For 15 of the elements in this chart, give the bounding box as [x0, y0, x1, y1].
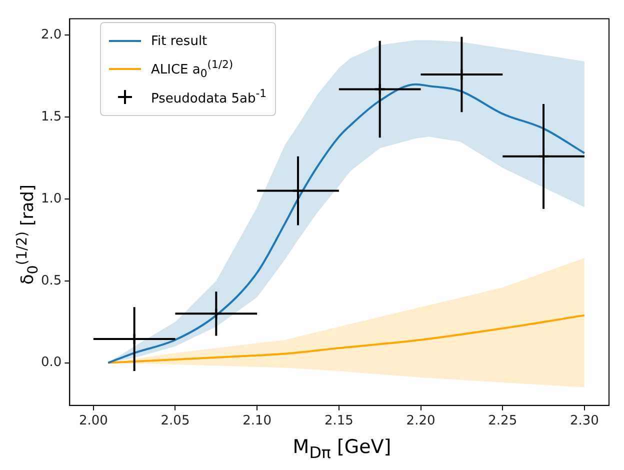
x-tick-label: 2.20 — [406, 414, 436, 429]
x-tick-label: 2.00 — [78, 414, 108, 429]
y-tick-label: 0.0 — [40, 355, 62, 370]
legend-label: Fit result — [151, 34, 208, 48]
legend-label: Pseudodata 5ab$^{-1}$ — [151, 87, 267, 107]
y-tick-label: 2.0 — [40, 28, 62, 43]
x-tick-label: 2.30 — [570, 414, 599, 429]
y-tick-label: 1.0 — [40, 191, 62, 206]
x-tick-label: 2.05 — [160, 414, 190, 429]
x-tick-label: 2.10 — [242, 414, 272, 429]
x-tick-label: 2.15 — [324, 414, 354, 429]
y-tick-label: 1.5 — [40, 109, 62, 124]
x-tick-label: 2.25 — [488, 414, 518, 429]
x-axis-title: M$_{Dπ}$ [GeV] — [292, 436, 392, 462]
y-tick-label: 0.5 — [40, 273, 62, 288]
